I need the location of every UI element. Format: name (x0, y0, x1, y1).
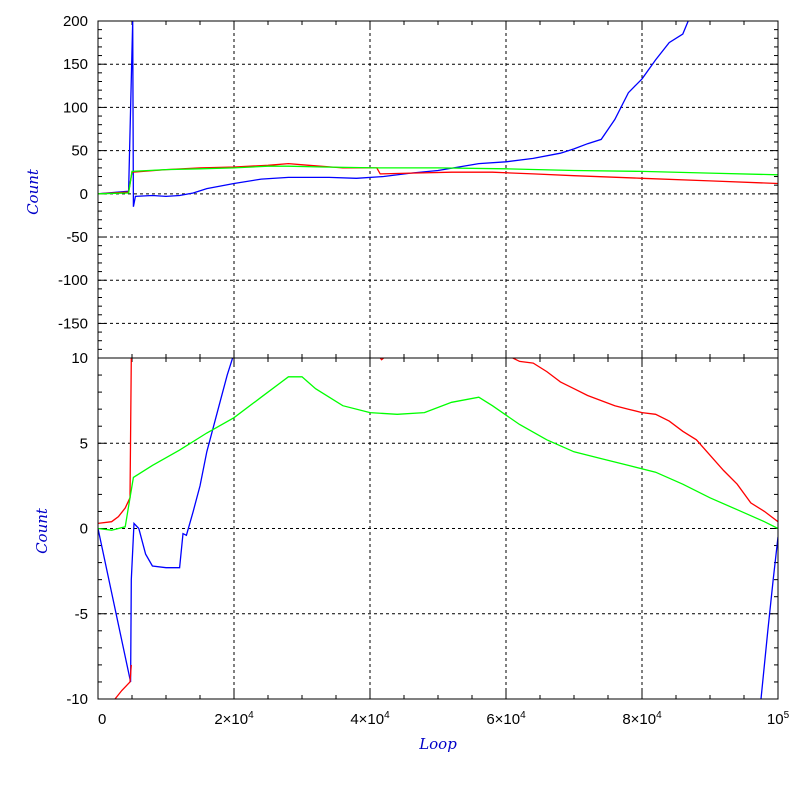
series-line-0 (98, 358, 234, 683)
y-tick-label: 200 (63, 13, 88, 30)
series-line-1 (114, 664, 132, 699)
y-tick-label: 10 (71, 350, 88, 367)
x-axis-title: Loop (418, 735, 457, 753)
y-tick-label: 0 (80, 521, 88, 538)
series-line-0 (98, 21, 689, 207)
series-line-2 (98, 376, 778, 531)
y-tick-label: 5 (80, 435, 88, 452)
bottom-y-axis-title: Count (33, 507, 51, 554)
x-tick-label: 4×104 (350, 710, 390, 728)
series-line-2 (98, 165, 778, 195)
x-tick-label: 0 (98, 711, 106, 728)
top-panel: 200 150 100 50 0 -50 -100 -150 (58, 13, 779, 359)
series-line-1 (512, 358, 778, 523)
series-line-1 (379, 358, 385, 361)
y-tick-label: -100 (58, 272, 88, 289)
y-tick-label: -150 (58, 315, 88, 332)
top-y-axis-title: Count (24, 168, 42, 215)
x-tick-label: 8×104 (622, 710, 662, 728)
x-tick-label: 105 (767, 710, 790, 728)
bottom-plot-frame (97, 357, 779, 700)
x-tick-label: 2×104 (214, 710, 254, 728)
y-tick-label: 50 (71, 143, 88, 160)
series-line-1 (98, 358, 132, 525)
y-tick-label: 100 (63, 99, 88, 116)
series-line-0 (760, 536, 778, 699)
y-tick-label: -10 (66, 691, 88, 708)
top-plot-frame (97, 20, 779, 359)
y-tick-label: 150 (63, 56, 88, 73)
y-tick-label: 0 (80, 186, 88, 203)
y-tick-label: -5 (75, 606, 88, 623)
x-tick-label: 6×104 (486, 710, 526, 728)
y-tick-label: -50 (66, 229, 88, 246)
